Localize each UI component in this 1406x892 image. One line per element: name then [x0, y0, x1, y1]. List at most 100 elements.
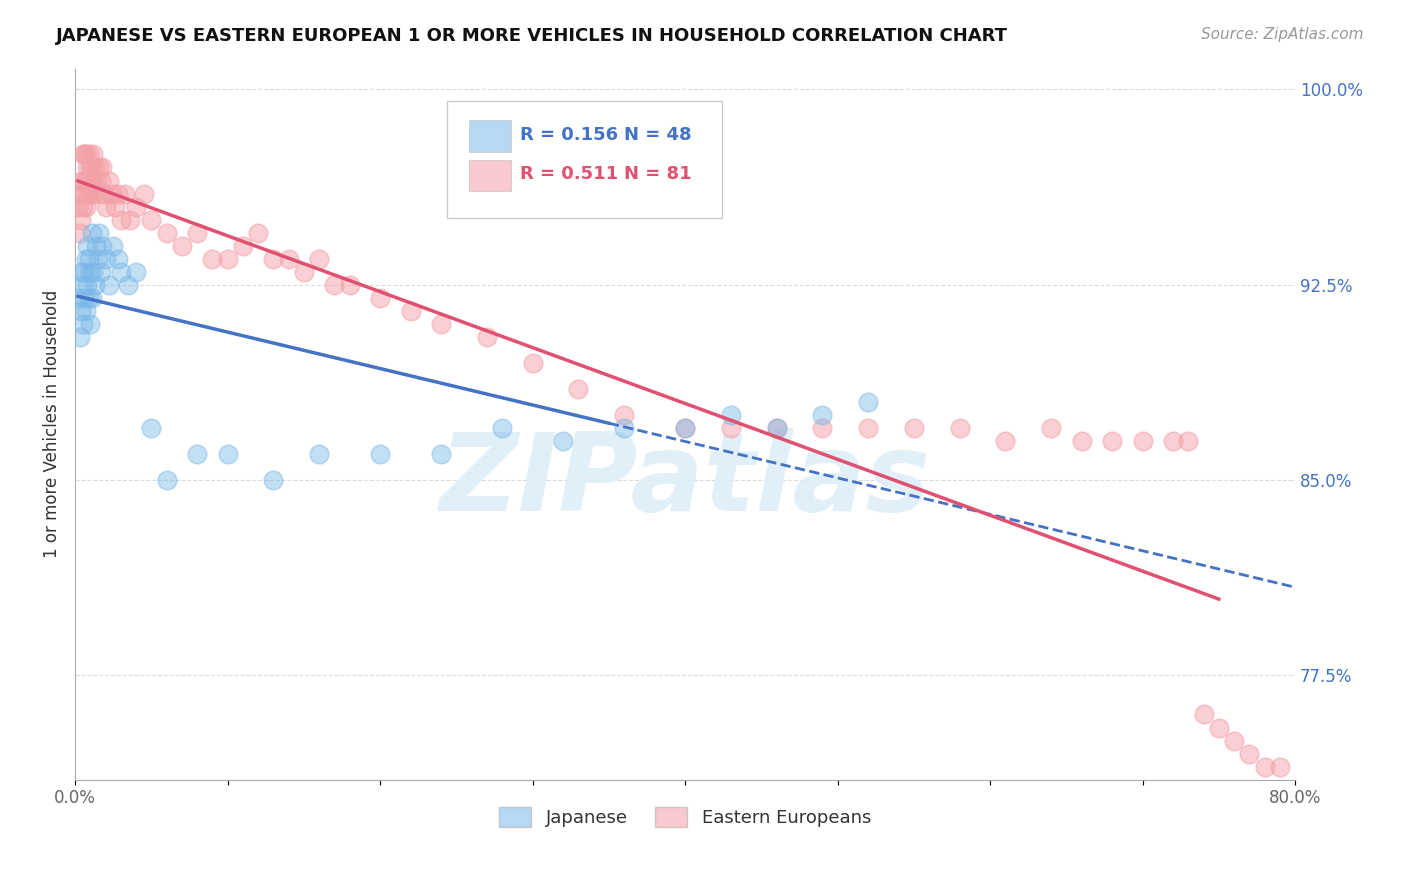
Point [70, 173, 93, 187]
Point [1040, 421, 1063, 435]
Point [155, 473, 177, 487]
Point [308, 447, 330, 461]
Point [1161, 434, 1184, 448]
Point [77, 173, 100, 187]
Point [110, 212, 132, 227]
Point [613, 408, 636, 422]
Point [76, 186, 98, 201]
Point [82, 147, 104, 161]
Point [75, 173, 97, 187]
Point [69, 330, 91, 344]
Text: R = 0.156: R = 0.156 [520, 126, 619, 144]
Point [368, 291, 391, 305]
Point [368, 447, 391, 461]
Point [673, 421, 696, 435]
Point [90, 173, 112, 187]
FancyBboxPatch shape [470, 120, 510, 152]
Point [79, 186, 101, 201]
Point [125, 200, 148, 214]
Point [86, 238, 108, 252]
Point [1070, 434, 1092, 448]
Text: N = 81: N = 81 [624, 165, 692, 183]
Point [79, 265, 101, 279]
Point [110, 265, 132, 279]
Point [75, 303, 97, 318]
Point [994, 434, 1017, 448]
Point [80, 291, 103, 305]
Point [114, 186, 136, 201]
Point [70, 212, 93, 227]
Point [339, 277, 361, 292]
Point [69, 226, 91, 240]
Point [141, 212, 163, 227]
Point [104, 200, 127, 214]
Point [201, 252, 224, 266]
Point [430, 317, 453, 331]
Point [247, 226, 270, 240]
Point [90, 265, 112, 279]
Point [101, 238, 124, 252]
Point [323, 277, 346, 292]
Point [765, 421, 787, 435]
Point [1253, 759, 1275, 773]
Point [475, 330, 498, 344]
Point [73, 291, 96, 305]
Point [82, 186, 104, 201]
Point [80, 173, 103, 187]
Point [132, 186, 155, 201]
Point [89, 161, 111, 175]
Point [91, 161, 114, 175]
Point [948, 421, 970, 435]
Point [100, 186, 122, 201]
Point [73, 265, 96, 279]
Point [80, 161, 103, 175]
Point [83, 277, 105, 292]
Point [155, 226, 177, 240]
Point [73, 186, 96, 201]
Point [75, 147, 97, 161]
Point [186, 447, 208, 461]
Point [765, 421, 787, 435]
Point [125, 265, 148, 279]
Point [1101, 434, 1123, 448]
Point [170, 238, 193, 252]
Point [72, 200, 94, 214]
Point [79, 161, 101, 175]
Point [673, 421, 696, 435]
Point [141, 421, 163, 435]
Point [232, 238, 254, 252]
Point [94, 200, 117, 214]
Point [77, 147, 100, 161]
Y-axis label: 1 or more Vehicles in Household: 1 or more Vehicles in Household [44, 290, 60, 558]
Point [1192, 707, 1215, 722]
Text: ZIPatlas: ZIPatlas [440, 428, 931, 534]
Point [1239, 747, 1261, 761]
Point [73, 147, 96, 161]
Point [75, 252, 97, 266]
Point [399, 303, 422, 318]
Point [80, 226, 103, 240]
Point [91, 238, 114, 252]
Point [83, 161, 105, 175]
Point [811, 408, 834, 422]
Point [70, 265, 93, 279]
Point [292, 265, 315, 279]
Point [67, 200, 90, 214]
Point [77, 252, 100, 266]
Point [720, 408, 742, 422]
FancyBboxPatch shape [470, 160, 510, 191]
Point [70, 303, 93, 318]
Point [117, 277, 139, 292]
Point [262, 473, 284, 487]
Point [491, 421, 513, 435]
Point [567, 382, 589, 396]
Point [82, 265, 104, 279]
Text: Source: ZipAtlas.com: Source: ZipAtlas.com [1201, 27, 1364, 42]
Point [720, 421, 742, 435]
Point [1268, 759, 1291, 773]
Point [97, 173, 120, 187]
Point [522, 356, 544, 370]
FancyBboxPatch shape [447, 101, 721, 218]
Text: R = 0.511: R = 0.511 [520, 165, 619, 183]
Point [76, 238, 98, 252]
